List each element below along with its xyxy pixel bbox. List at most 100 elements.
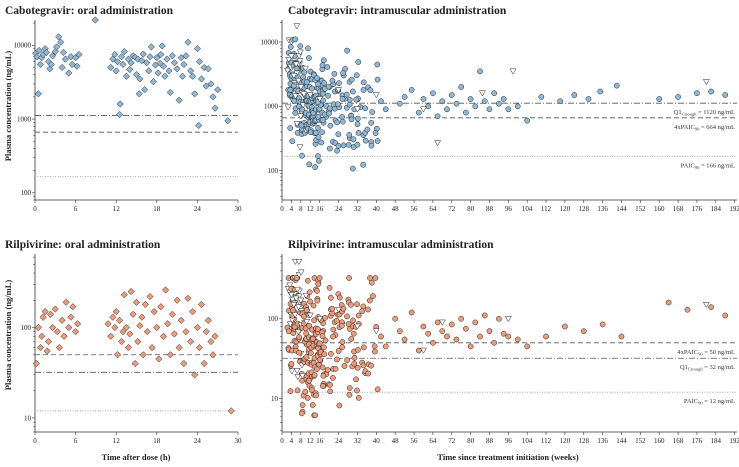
data-point (209, 351, 217, 359)
data-point (329, 305, 336, 312)
data-point (136, 322, 144, 330)
data-point (34, 90, 42, 98)
data-point (116, 100, 124, 108)
data-point (524, 117, 531, 124)
data-point (336, 80, 342, 87)
data-point (297, 84, 305, 91)
data-point (126, 330, 134, 338)
data-point (333, 317, 340, 324)
data-point (318, 139, 325, 146)
data-point (67, 53, 75, 61)
data-point (292, 61, 300, 68)
data-point (143, 59, 151, 67)
data-point (289, 138, 296, 145)
data-point (288, 368, 296, 375)
data-point (335, 306, 343, 314)
data-point (187, 67, 195, 75)
data-point (353, 72, 360, 79)
data-point (321, 57, 327, 64)
data-point (120, 291, 128, 299)
data-point (486, 328, 493, 334)
data-point (397, 328, 403, 334)
data-point (372, 348, 378, 355)
data-point (382, 106, 389, 113)
data-point (62, 298, 70, 306)
data-point (306, 161, 313, 168)
data-point (303, 354, 310, 360)
data-point (339, 344, 346, 351)
data-point (434, 319, 441, 326)
data-point (316, 316, 324, 323)
y-tick-label: 100 (21, 324, 32, 332)
data-point (326, 145, 333, 152)
data-point (58, 316, 66, 324)
data-point (562, 323, 568, 330)
data-point (355, 59, 362, 65)
x-tick-label: 168 (673, 437, 684, 445)
data-point (65, 69, 73, 77)
data-point (33, 53, 41, 61)
data-point (55, 33, 63, 41)
data-point (204, 316, 212, 324)
data-point (290, 82, 297, 89)
data-point (147, 43, 155, 51)
data-point (345, 141, 352, 148)
data-point (477, 333, 483, 340)
data-point (207, 80, 215, 88)
data-point (41, 308, 49, 316)
data-point (434, 113, 441, 120)
data-point (202, 82, 210, 90)
x-tick-label: 0 (33, 437, 37, 445)
data-point (294, 286, 301, 293)
y-tick-label: 10000 (261, 38, 279, 46)
x-tick-label: 8 (299, 437, 303, 445)
data-point (348, 116, 355, 123)
data-point (585, 96, 592, 102)
data-point (286, 282, 294, 289)
data-point (328, 350, 334, 357)
data-point (378, 98, 384, 105)
data-point (339, 339, 346, 345)
data-point (61, 55, 70, 63)
data-point (374, 138, 381, 144)
x-tick-label: 136 (597, 205, 608, 213)
data-point (211, 332, 219, 340)
data-point (371, 343, 378, 350)
data-point (53, 43, 61, 51)
data-point (368, 119, 375, 126)
data-point (297, 43, 304, 49)
y-tick-label: 100 (268, 167, 279, 175)
x-tick-label: 12 (307, 437, 315, 445)
data-point (420, 347, 427, 354)
x-tick-label: 48 (392, 205, 400, 213)
data-point (368, 362, 374, 369)
data-point (722, 92, 729, 98)
data-point (341, 363, 348, 369)
data-point (132, 298, 141, 306)
x-tick-label: 24 (194, 437, 202, 445)
data-point (334, 356, 340, 363)
data-point (303, 79, 310, 86)
data-point (340, 70, 346, 76)
data-point (514, 336, 521, 343)
data-point (295, 304, 302, 311)
x-axis-label-oral: Time after dose (h) (102, 452, 171, 462)
x-tick-label: 12 (113, 205, 121, 213)
data-point (500, 96, 507, 102)
x-tick-label: 24 (194, 205, 202, 213)
data-point (481, 98, 488, 105)
data-point (364, 126, 371, 133)
data-point (355, 312, 362, 319)
data-point (160, 62, 168, 70)
data-point (141, 300, 149, 308)
data-point (306, 92, 314, 99)
data-point (327, 122, 334, 129)
data-point (430, 90, 436, 97)
y-axis-label-bottom: Plasma concentration (ng/mL) (3, 280, 13, 391)
data-point (481, 312, 488, 319)
data-point (119, 60, 127, 68)
data-point (57, 38, 65, 46)
data-point (353, 376, 359, 383)
data-point (319, 62, 326, 69)
